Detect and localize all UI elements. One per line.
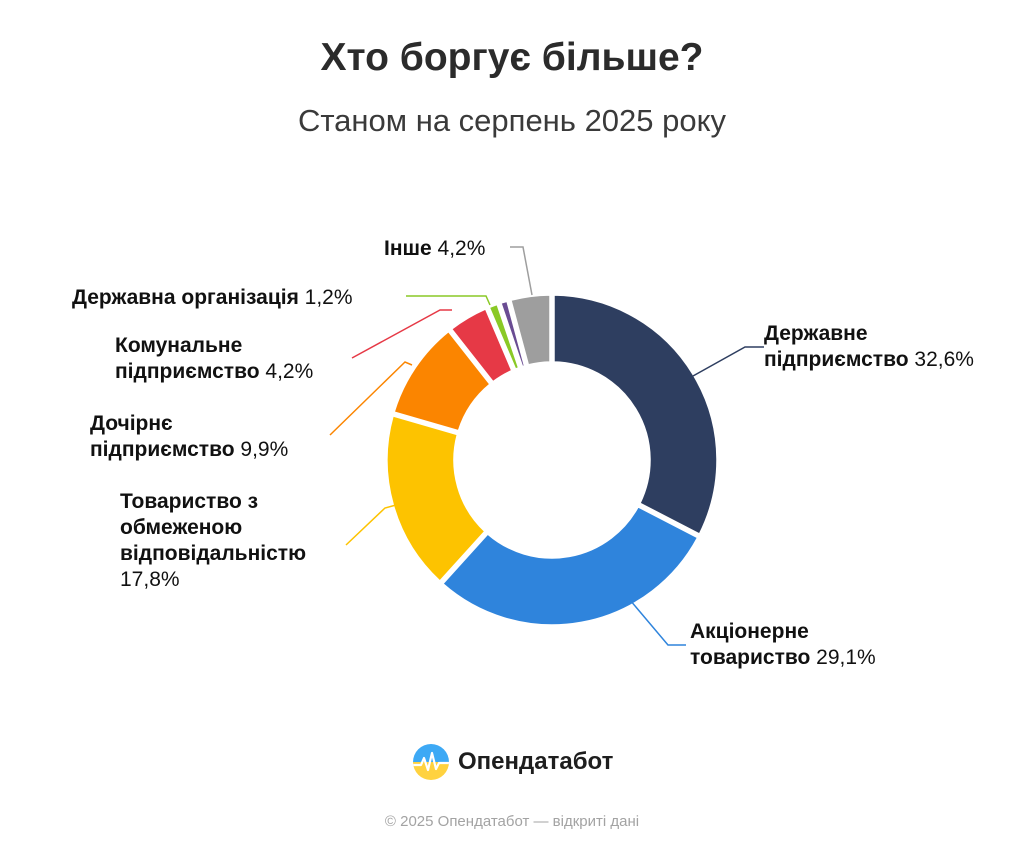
slice-2-акціонерне-товариство-leader-line bbox=[629, 599, 686, 646]
slice-8-інше-leader-line bbox=[510, 246, 533, 296]
slice-3-товариство-з-обмеженою-відповідальністю bbox=[386, 415, 486, 582]
label-leader-lines bbox=[329, 246, 764, 646]
slice-1-державне-підприємство-label: Державне підприємство 32,6% bbox=[764, 322, 974, 371]
slice-3-товариство-з-обмеженою-відповідальністю-leader-line bbox=[345, 504, 397, 546]
slice-8-інше bbox=[510, 294, 551, 366]
slice-3-товариство-з-обмеженою-відповідальністю-label-name: обмеженою bbox=[120, 516, 242, 539]
chart-subtitle: Станом на серпень 2025 року bbox=[297, 103, 727, 138]
slice-1-державне-підприємство-label-name: підприємство bbox=[764, 348, 909, 371]
slice-8-інше-label: Інше 4,2% bbox=[384, 237, 485, 260]
slice-6-державна-організація-label-value: 1,2% bbox=[299, 286, 353, 309]
slice-8-інше-label-name: Інше bbox=[384, 237, 432, 260]
slice-2-акціонерне-товариство-label-value: 29,1% bbox=[810, 646, 875, 669]
slice-5-комунальне-підприємство-label: Комунальне підприємство 4,2% bbox=[115, 334, 313, 383]
slice-1-державне-підприємство-label-name: Державне bbox=[764, 322, 868, 345]
slice-4-дочірнє-підприємство-label-value: 9,9% bbox=[235, 438, 289, 461]
slice-4-дочірнє-підприємство-label-name: підприємство bbox=[90, 438, 235, 461]
slice-5-комунальне-підприємство-label-name: підприємство bbox=[115, 360, 260, 383]
slice-1-державне-підприємство bbox=[553, 294, 718, 535]
slice-3-товариство-з-обмеженою-відповідальністю-label: Товариство з обмеженою відповідальністю 17,… bbox=[120, 490, 306, 591]
slice-4-дочірнє-підприємство-leader-line bbox=[329, 361, 413, 436]
slice-2-акціонерне-товариство bbox=[442, 506, 699, 626]
slice-4-дочірнє-підприємство bbox=[393, 330, 491, 432]
slice-1-державне-підприємство-label-value: 32,6% bbox=[909, 348, 974, 371]
slice-3-товариство-з-обмеженою-відповідальністю-label-value: 17,8% bbox=[120, 568, 180, 591]
slice-1-державне-підприємство-leader-line bbox=[692, 346, 764, 377]
slice-7-unlabeled bbox=[500, 300, 526, 368]
slice-6-державна-організація-label-name: Державна організація bbox=[72, 286, 299, 309]
slice-2-акціонерне-товариство-label-name: товариство bbox=[690, 646, 810, 669]
slice-labels: Державне підприємство 32,6% Акціонерне това… bbox=[72, 237, 974, 669]
slice-3-товариство-з-обмеженою-відповідальністю-label-name: відповідальністю bbox=[120, 542, 306, 565]
slice-4-дочірнє-підприємство-label-name: Дочірнє bbox=[90, 412, 173, 435]
chart-title: Хто боргує більше? bbox=[320, 36, 704, 79]
slice-6-державна-організація bbox=[488, 303, 520, 370]
slice-5-комунальне-підприємство-leader-line bbox=[351, 309, 452, 359]
slice-8-інше-label-value: 4,2% bbox=[432, 237, 486, 260]
brand-logo: Опендатабот bbox=[412, 742, 613, 782]
slice-2-акціонерне-товариство-label-name: Акціонерне bbox=[690, 620, 809, 643]
opendatabot-logo-icon bbox=[413, 744, 449, 780]
slice-4-дочірнє-підприємство-label: Дочірнє підприємство 9,9% bbox=[90, 412, 288, 461]
slice-2-акціонерне-товариство-label: Акціонерне товариство 29,1% bbox=[690, 620, 876, 669]
brand-name: Опендатабот bbox=[458, 748, 614, 775]
slice-6-державна-організація-leader-line bbox=[406, 295, 491, 306]
slice-5-комунальне-підприємство-label-name: Комунальне bbox=[115, 334, 242, 357]
donut-slices bbox=[386, 294, 718, 626]
slice-6-державна-організація-label: Державна організація 1,2% bbox=[72, 286, 353, 309]
slice-5-комунальне-підприємство bbox=[450, 308, 513, 383]
footer-copyright: © 2025 Опендатабот — відкриті дані bbox=[384, 813, 640, 830]
slice-3-товариство-з-обмеженою-відповідальністю-label-name: Товариство з bbox=[120, 490, 258, 513]
slice-5-комунальне-підприємство-label-value: 4,2% bbox=[260, 360, 314, 383]
